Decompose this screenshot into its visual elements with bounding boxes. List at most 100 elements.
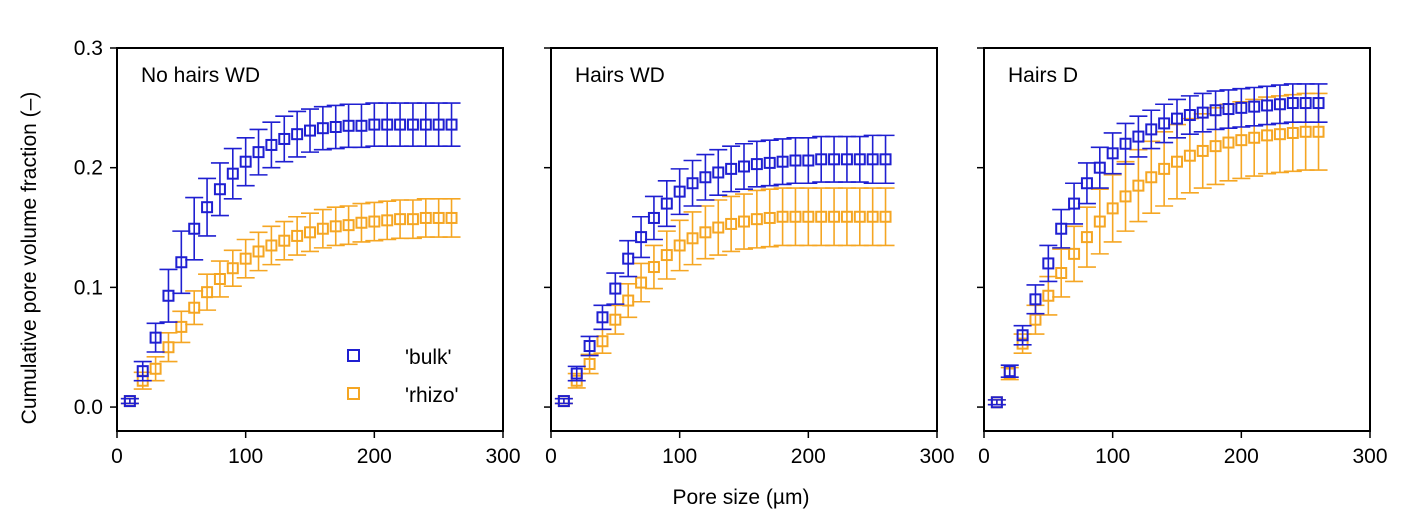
data-point [419, 118, 432, 131]
series-bulk [987, 83, 1328, 409]
data-point [686, 177, 699, 190]
data-point [763, 156, 776, 169]
x-tick-label: 300 [1352, 445, 1387, 468]
data-point [342, 219, 355, 232]
y-tick-label: 0.0 [74, 396, 103, 419]
data-point [1261, 99, 1274, 112]
legend-label: 'bulk' [405, 346, 452, 369]
data-point [1196, 106, 1209, 119]
panel-title: Hairs D [1008, 64, 1078, 87]
data-point [278, 132, 291, 145]
data-point [226, 167, 239, 180]
data-point [879, 210, 892, 223]
data-point [699, 171, 712, 184]
data-point [1145, 171, 1158, 184]
y-axis-title: Cumulative pore volume fraction (–) [18, 92, 41, 425]
data-point [1196, 144, 1209, 157]
data-point [355, 119, 368, 132]
data-point [213, 272, 226, 285]
data-point [557, 395, 570, 408]
data-point [445, 118, 458, 131]
data-point [879, 153, 892, 166]
x-tick-label: 200 [1224, 445, 1259, 468]
data-point [1248, 131, 1261, 144]
data-point [1055, 267, 1068, 280]
data-point [1132, 179, 1145, 192]
data-point [1132, 130, 1145, 143]
data-point [828, 210, 841, 223]
data-point [1093, 161, 1106, 174]
data-point [673, 185, 686, 198]
data-point [1106, 147, 1119, 160]
data-point [660, 197, 673, 210]
data-point [1106, 202, 1119, 215]
data-point [419, 211, 432, 224]
data-point [342, 119, 355, 132]
data-point [815, 210, 828, 223]
data-point [1299, 97, 1312, 110]
data-point [201, 201, 214, 214]
data-point [738, 160, 750, 173]
data-point [304, 124, 316, 137]
data-point [1312, 125, 1325, 138]
data-point [647, 211, 660, 224]
data-point [712, 166, 725, 179]
data-point [432, 118, 445, 131]
data-point [239, 155, 252, 168]
data-point [1286, 126, 1299, 139]
series-bulk [554, 134, 895, 408]
panel-title: No hairs WD [141, 64, 260, 87]
data-point [1055, 222, 1068, 235]
x-tick-label: 100 [1095, 445, 1130, 468]
data-point [840, 153, 853, 166]
data-point [1093, 215, 1106, 228]
series-bulk [120, 102, 461, 408]
data-point [329, 120, 342, 133]
data-point [789, 210, 802, 223]
data-point [866, 210, 879, 223]
data-point [750, 158, 763, 171]
data-point [583, 357, 596, 370]
data-point [1029, 293, 1042, 306]
data-point [149, 331, 162, 344]
data-point [712, 221, 725, 234]
y-tick-label: 0.2 [74, 157, 103, 180]
y-tick-label: 0.3 [74, 37, 103, 60]
data-point [1080, 177, 1093, 190]
data-point [802, 210, 815, 223]
data-point [265, 239, 278, 252]
data-point [123, 395, 136, 408]
data-point [570, 367, 583, 380]
data-point [583, 340, 596, 353]
x-tick-label: 200 [357, 445, 392, 468]
data-point [355, 216, 368, 229]
x-tick-label: 100 [662, 445, 697, 468]
y-tick-label: 0.1 [74, 276, 103, 299]
data-point [1171, 155, 1183, 168]
data-point [149, 362, 162, 375]
series-rhizo [120, 198, 461, 408]
x-tick-label: 300 [919, 445, 954, 468]
data-point [1248, 100, 1261, 113]
data-point [1286, 97, 1299, 110]
data-point [1145, 123, 1158, 136]
data-point [596, 311, 609, 324]
series-rhizo [554, 187, 895, 408]
x-axis-title: Pore size (µm) [673, 486, 810, 509]
data-point [1183, 149, 1196, 162]
data-point [304, 226, 316, 239]
plot-frame [550, 47, 938, 432]
data-point [866, 153, 879, 166]
plot-frame [116, 47, 504, 432]
panel-2: 0 100 200 300 Hairs WD [544, 47, 955, 468]
data-point [802, 154, 815, 167]
data-point [1029, 313, 1042, 326]
data-point [609, 282, 622, 295]
data-point [622, 252, 635, 265]
data-point [381, 118, 394, 131]
data-point [990, 396, 1003, 409]
legend: 'bulk' 'rhizo' [347, 346, 459, 407]
data-point [1209, 104, 1222, 117]
data-point [1068, 247, 1081, 260]
data-point [252, 146, 265, 159]
